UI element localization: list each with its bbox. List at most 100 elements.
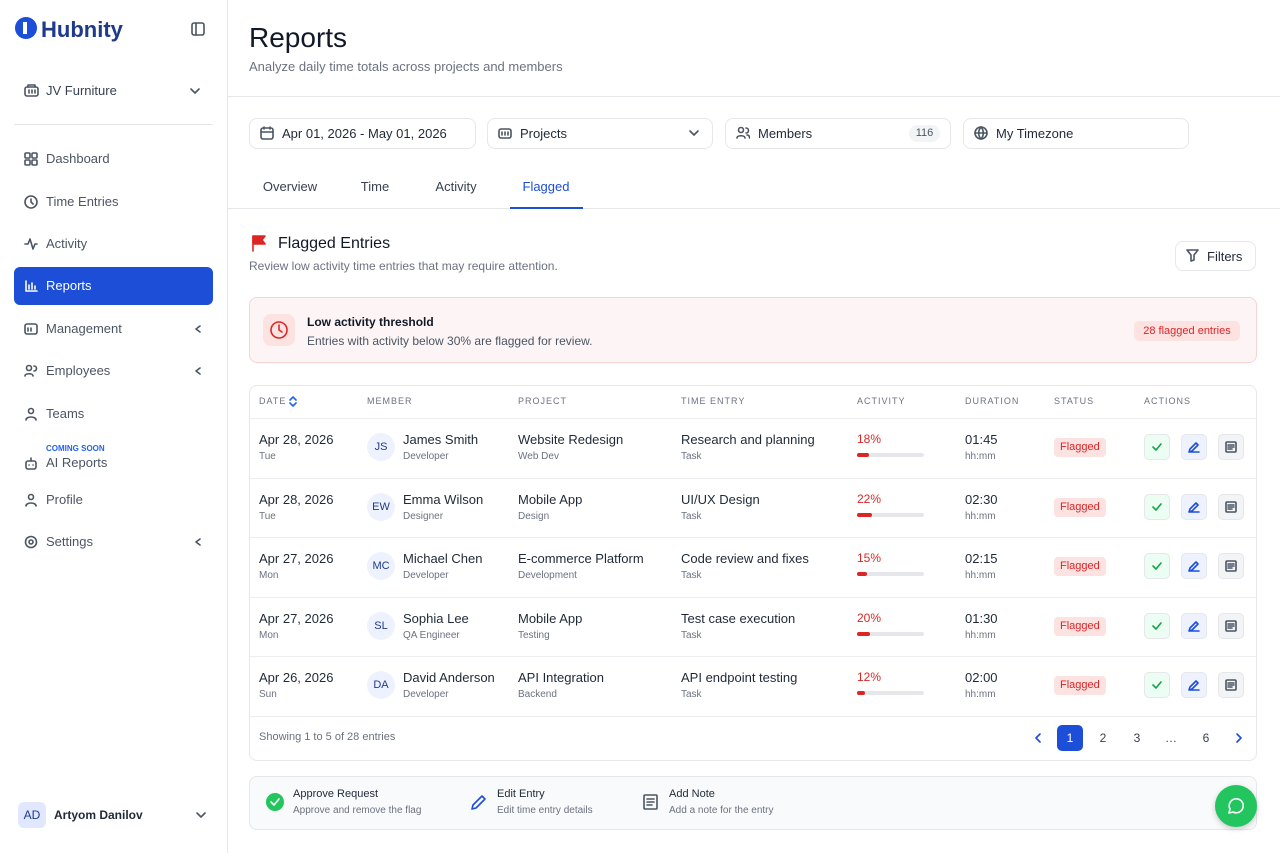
- sidebar: [0, 0, 228, 853]
- activity-label: 12%: [857, 670, 882, 685]
- member-name: Sophia Lee: [403, 610, 469, 626]
- edit-button[interactable]: [1181, 553, 1207, 580]
- timezone-filter[interactable]: [963, 118, 1189, 149]
- activity-track: [857, 631, 924, 636]
- divider: [228, 208, 1280, 209]
- nav-item[interactable]: Profile: [46, 492, 83, 507]
- collapse-icon[interactable]: [191, 22, 205, 36]
- section-subtitle: Review low activity time entries that ma…: [249, 259, 558, 273]
- nav-item[interactable]: Settings: [46, 534, 93, 549]
- tab[interactable]: Activity: [435, 179, 477, 194]
- activity-label: 15%: [857, 551, 882, 566]
- duration-unit: hh:mm: [965, 451, 996, 462]
- chevron: [195, 325, 201, 333]
- activity-track: [857, 512, 924, 517]
- calendar-icon: [260, 126, 274, 140]
- nav-item[interactable]: Management: [46, 321, 122, 336]
- nav-icon: [24, 364, 38, 377]
- globe-icon: [974, 126, 988, 140]
- alert: [249, 297, 1257, 363]
- action-icon: [1188, 620, 1200, 632]
- status-badge: Flagged: [1054, 497, 1106, 517]
- nav-active-bg[interactable]: [14, 267, 213, 305]
- activity-label: 18%: [857, 432, 882, 446]
- members-icon: [736, 126, 750, 139]
- date-range: Apr 01, 2026 - May 01, 2026: [282, 126, 447, 141]
- row-divider: [250, 596, 1256, 598]
- edit-button[interactable]: [1181, 493, 1207, 520]
- column-header: MEMBER: [367, 396, 413, 406]
- project-sub: Backend: [518, 689, 557, 701]
- legend: [249, 776, 1257, 830]
- status-badge: Flagged: [1054, 438, 1106, 457]
- approve-button[interactable]: [1144, 553, 1170, 580]
- projects-label: Projects: [520, 126, 567, 141]
- chevron: [195, 367, 201, 375]
- tab[interactable]: Time: [360, 179, 390, 194]
- approve-button[interactable]: [1144, 672, 1170, 699]
- duration: 02:30: [965, 491, 998, 507]
- action-icon: [1152, 562, 1162, 570]
- day: Tue: [259, 510, 276, 522]
- edit-button[interactable]: [1181, 434, 1207, 460]
- nav-icon: [24, 323, 38, 335]
- nav-item[interactable]: Reports: [46, 278, 92, 293]
- approve-button[interactable]: [1144, 493, 1170, 520]
- member-name: Michael Chen: [403, 551, 483, 567]
- edit-button[interactable]: [1181, 672, 1207, 699]
- workspace[interactable]: JV Furniture: [46, 83, 117, 98]
- project-sub: Testing: [518, 629, 550, 641]
- approve-button[interactable]: [1144, 612, 1170, 639]
- filters-button[interactable]: [1175, 241, 1256, 271]
- action-icon: [1188, 501, 1200, 513]
- activity-bar: [857, 512, 872, 517]
- nav-item[interactable]: Time Entries: [46, 194, 119, 209]
- duration-unit: hh:mm: [965, 689, 996, 701]
- member-role: Developer: [403, 689, 449, 701]
- project: Website Redesign: [518, 432, 624, 447]
- action-icon: [1188, 561, 1200, 572]
- alert-title: Low activity threshold: [307, 315, 434, 329]
- nav-item[interactable]: Activity: [46, 236, 88, 251]
- action-icon: [1152, 621, 1162, 630]
- activity-bar: [857, 691, 866, 696]
- nav-icon: [24, 535, 38, 549]
- time-entry: Test case execution: [681, 610, 796, 626]
- nav-item[interactable]: Dashboard: [46, 151, 110, 166]
- approve-button[interactable]: [1144, 434, 1170, 460]
- sort-icon: [289, 396, 297, 407]
- page-button[interactable]: 6: [1202, 731, 1210, 745]
- action-icon: [1225, 560, 1237, 572]
- legend-icon: [266, 793, 284, 811]
- edit-button[interactable]: [1181, 612, 1207, 639]
- nav-item[interactable]: Employees: [46, 363, 111, 378]
- page-button[interactable]: 2: [1099, 731, 1107, 745]
- nav-item[interactable]: Teams: [46, 406, 85, 421]
- day: Mon: [259, 629, 279, 641]
- action-icon: [1225, 500, 1237, 513]
- nav-icon: [25, 280, 38, 292]
- nav-item[interactable]: AI Reports: [46, 455, 108, 470]
- entry-type: Task: [681, 689, 702, 701]
- date-filter[interactable]: [249, 118, 476, 149]
- page-button[interactable]: …: [1165, 731, 1177, 745]
- project: API Integration: [518, 670, 604, 686]
- nav-icon: [24, 195, 38, 209]
- clock-icon: [270, 321, 288, 339]
- activity-bar: [857, 453, 870, 457]
- tab-underline: [510, 207, 583, 209]
- tab[interactable]: Flagged: [522, 179, 570, 194]
- filter-icon: [1186, 249, 1199, 262]
- page-button[interactable]: 1: [1057, 725, 1083, 751]
- nav-icon: [25, 407, 37, 421]
- column-header: PROJECT: [518, 396, 568, 406]
- projects-filter[interactable]: [487, 118, 713, 149]
- user-name[interactable]: Artyom Danilov: [54, 808, 143, 822]
- avatar: SL: [367, 611, 395, 640]
- column-header: TIME ENTRY: [681, 396, 746, 406]
- chat-button[interactable]: [1215, 785, 1257, 827]
- tab[interactable]: Overview: [262, 179, 318, 194]
- page-button[interactable]: 3: [1133, 731, 1141, 745]
- legend-text: Edit time entry details: [497, 805, 593, 816]
- avatar: EW: [367, 492, 395, 521]
